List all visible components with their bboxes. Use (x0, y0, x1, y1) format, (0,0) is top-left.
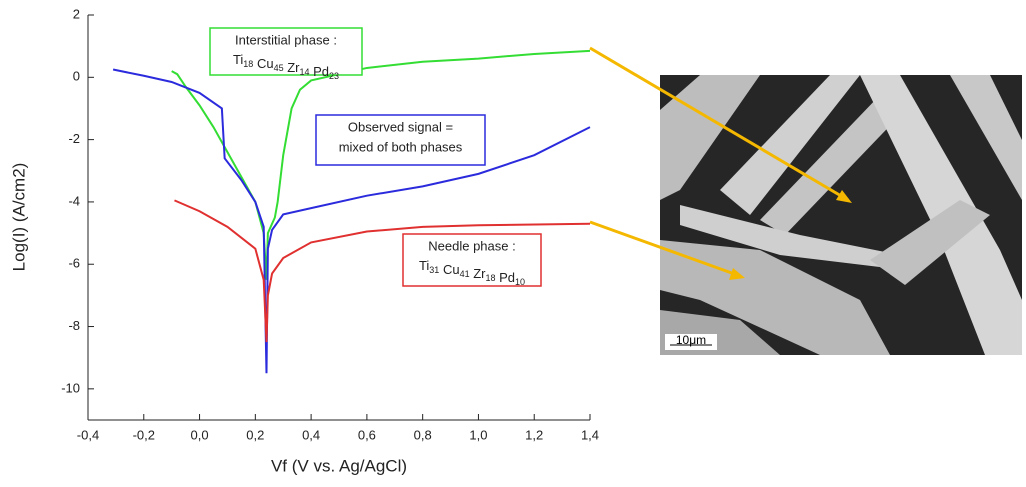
element-subscript: 41 (460, 269, 470, 279)
x-tick-label: 1,4 (581, 427, 599, 442)
element-symbol: Pd (499, 270, 515, 285)
y-tick-label: -4 (68, 193, 80, 208)
arrowhead (836, 190, 852, 203)
x-tick-label: 0,2 (246, 427, 264, 442)
annotation-formula: Ti18 Cu45 Zr14 Pd23 (233, 52, 339, 81)
arrow (589, 220, 741, 278)
annotation-text: Needle phase : (428, 238, 515, 253)
element-subscript: 31 (429, 265, 439, 275)
x-tick-label: 0,8 (414, 427, 432, 442)
x-tick-label: 0,4 (302, 427, 320, 442)
annotation-box (402, 233, 542, 287)
element-symbol: Zr (287, 60, 300, 75)
annotation-box (315, 114, 486, 166)
y-tick-label: -10 (61, 380, 80, 395)
scale-bar-label: 10μm (676, 333, 706, 347)
annotation-text: Interstitial phase : (235, 32, 337, 47)
element-subscript: 14 (299, 67, 309, 77)
y-tick-label: -6 (68, 256, 80, 271)
x-tick-label: 0,6 (358, 427, 376, 442)
element-subscript: 10 (515, 277, 525, 287)
y-tick-label: -2 (68, 131, 80, 146)
annotation-text: Observed signal = (348, 119, 453, 134)
x-tick-label: -0,2 (133, 427, 155, 442)
element-symbol: Ti (419, 258, 429, 273)
y-tick-label: 2 (73, 6, 80, 21)
element-subscript: 45 (274, 63, 284, 73)
x-tick-label: 0,0 (191, 427, 209, 442)
element-subscript: 18 (485, 273, 495, 283)
element-symbol: Cu (257, 56, 274, 71)
element-symbol: Cu (443, 262, 460, 277)
arrow (589, 46, 849, 202)
series-line (174, 199, 591, 343)
series-line (112, 68, 591, 374)
annotation-text: mixed of both phases (339, 139, 463, 154)
series-line (171, 49, 591, 280)
y-axis-label: Log(I) (A/cm2) (9, 163, 28, 272)
x-axis-label: Vf (V vs. Ag/AgCl) (271, 456, 407, 475)
y-tick-label: -8 (68, 318, 80, 333)
element-symbol: Ti (233, 52, 243, 67)
annotation-box (209, 27, 363, 76)
y-tick-label: 0 (73, 69, 80, 84)
micrograph: 10μm (660, 75, 1022, 355)
element-symbol: Zr (473, 266, 486, 281)
element-subscript: 23 (329, 71, 339, 81)
x-tick-label: 1,0 (469, 427, 487, 442)
annotation-formula: Ti31 Cu41 Zr18 Pd10 (419, 258, 525, 287)
arrowhead (729, 268, 745, 280)
x-tick-label: -0,4 (77, 427, 99, 442)
element-subscript: 18 (243, 59, 253, 69)
element-symbol: Pd (313, 64, 329, 79)
x-tick-label: 1,2 (525, 427, 543, 442)
